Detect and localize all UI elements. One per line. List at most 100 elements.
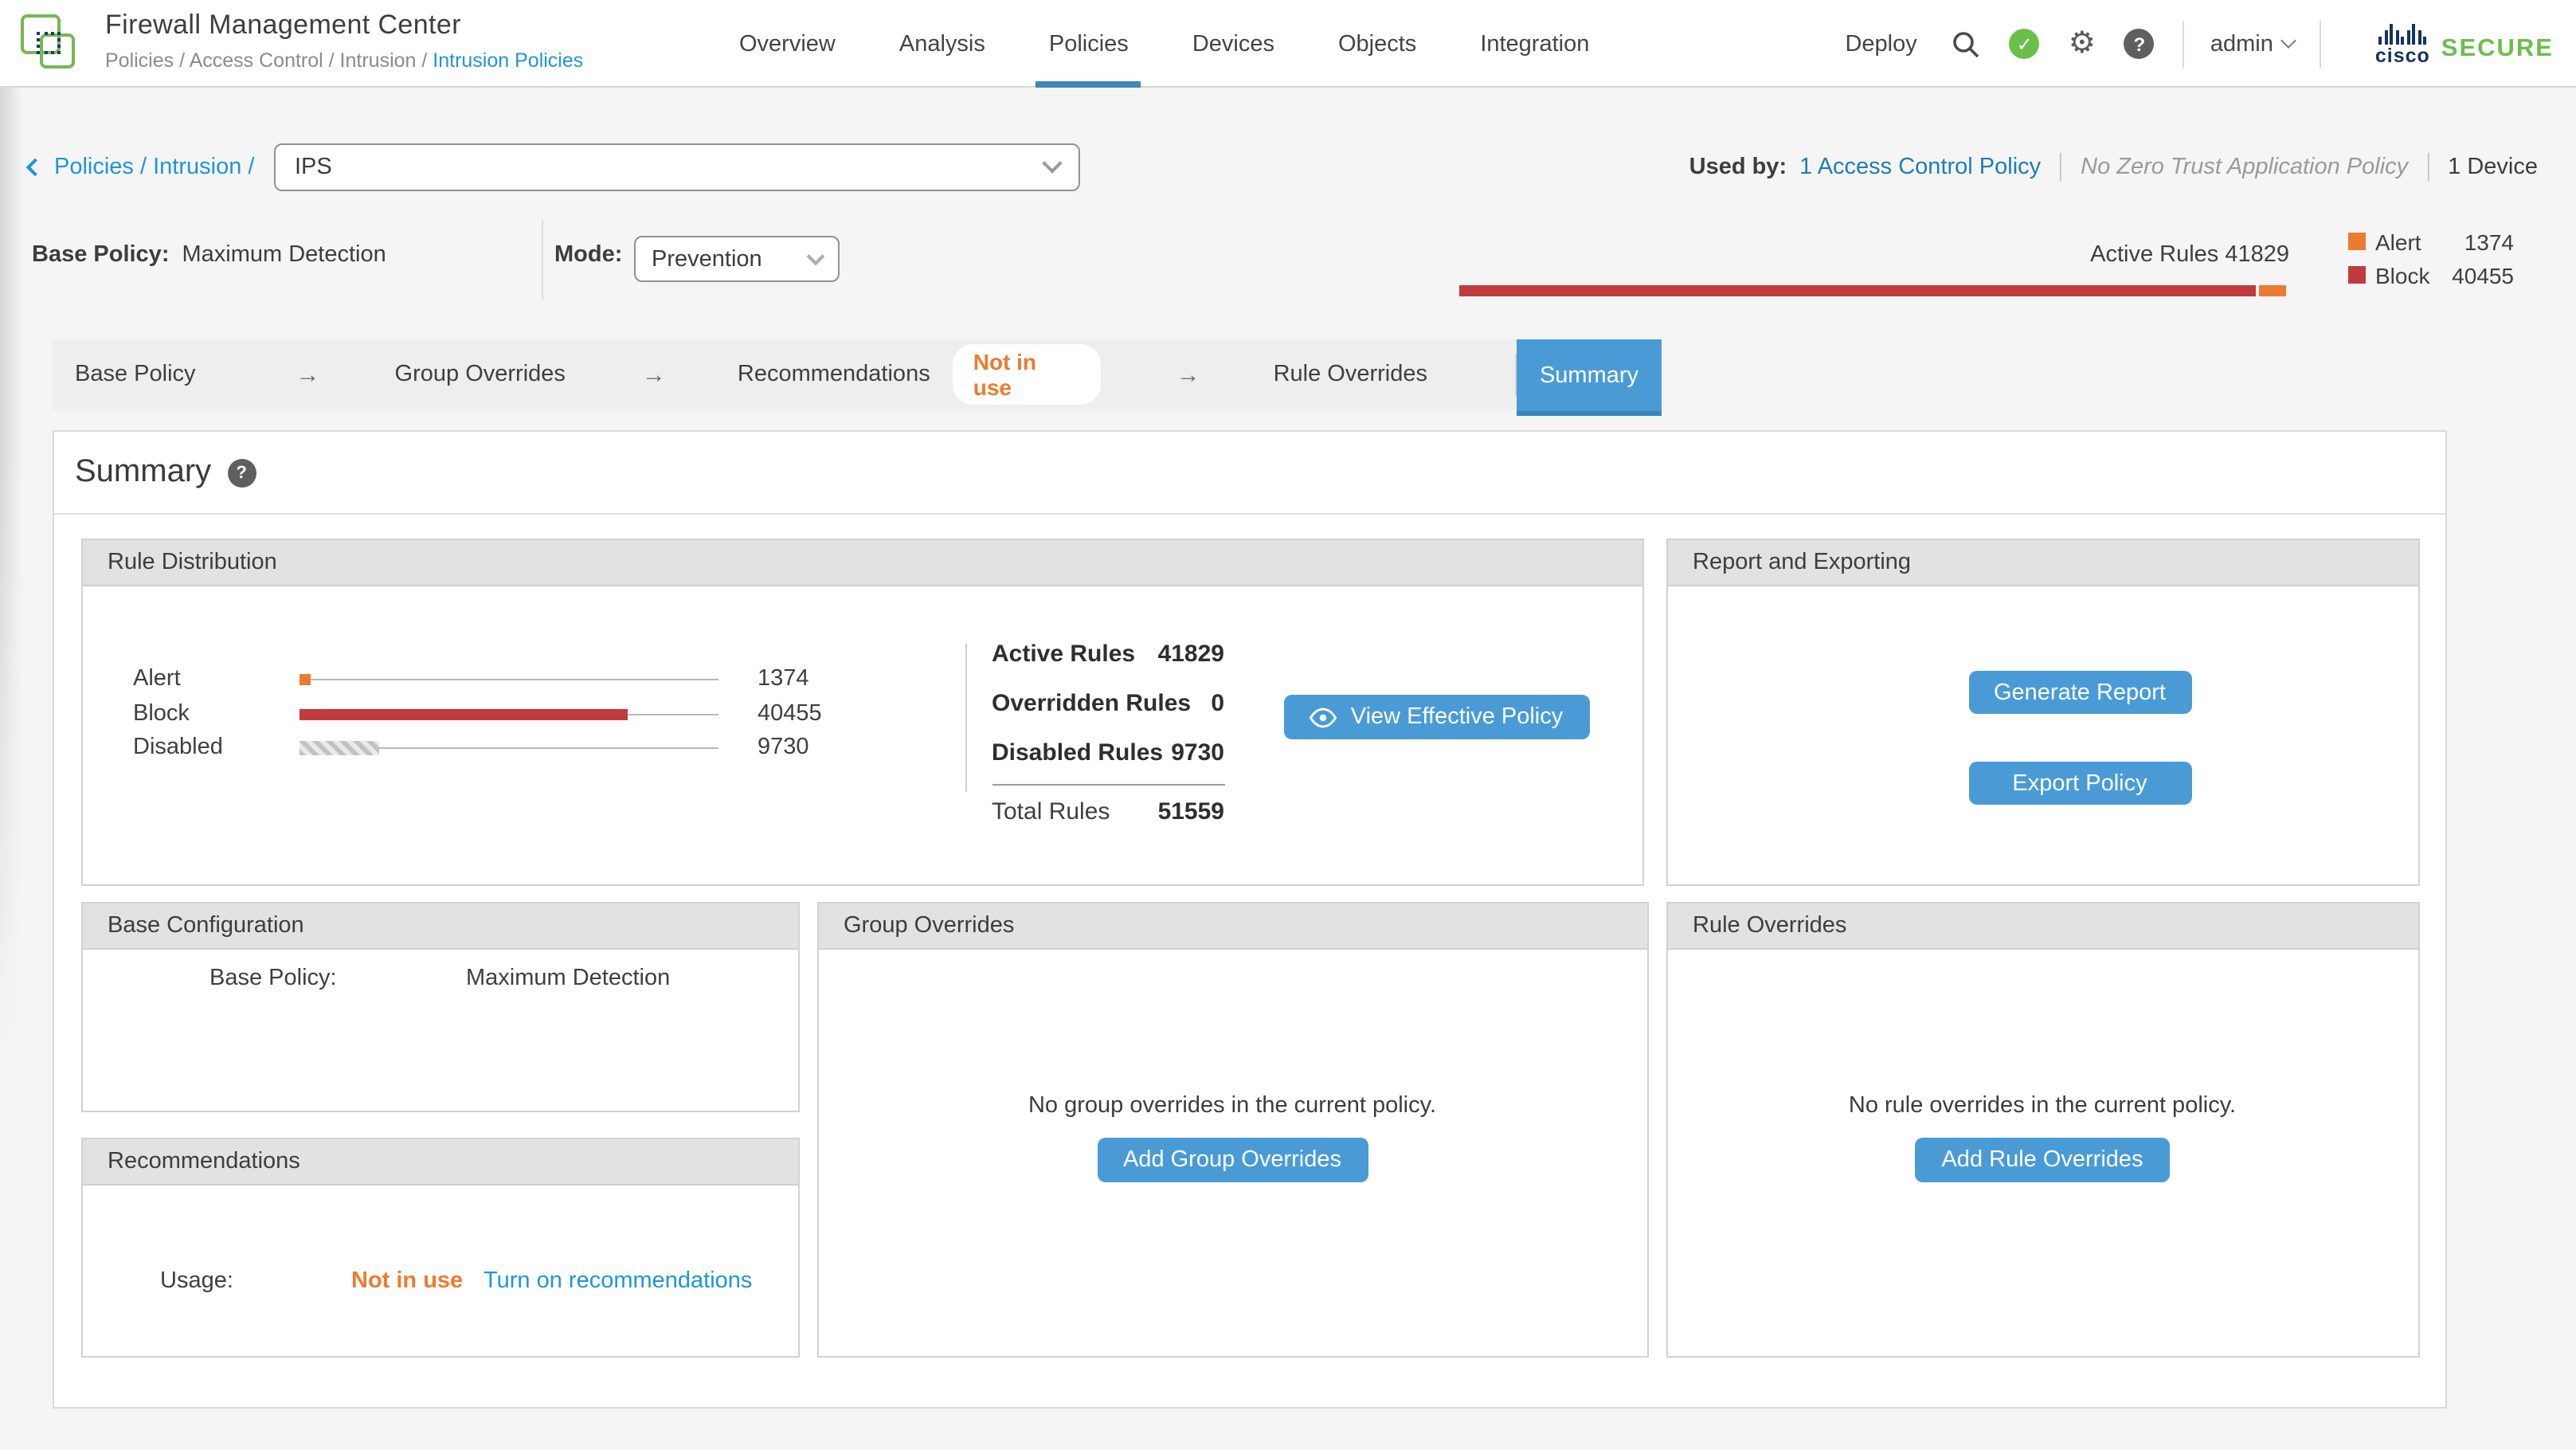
nav-objects[interactable]: Objects xyxy=(1337,31,1417,57)
divider xyxy=(2183,20,2185,68)
gear-icon[interactable]: ⚙ xyxy=(2068,27,2096,61)
group-overrides-body: No group overrides in the current policy… xyxy=(818,950,1646,1358)
rule-distribution-body: Alert 1374 Block 40455 Disabled 9730 xyxy=(82,586,1642,886)
breadcrumb-current[interactable]: Intrusion Policies xyxy=(433,49,584,72)
add-group-overrides-button[interactable]: Add Group Overrides xyxy=(1097,1138,1368,1182)
report-exporting-card: Report and Exporting Generate Report Exp… xyxy=(1666,539,2419,886)
nav-policies[interactable]: Policies xyxy=(1035,0,1141,88)
policy-selector-value: IPS xyxy=(295,155,332,180)
block-bar xyxy=(299,708,627,719)
nav-devices[interactable]: Devices xyxy=(1192,31,1274,57)
main-nav: Overview Analysis Policies Devices Objec… xyxy=(739,0,1589,88)
app-title-block: Firewall Management Center Policies / Ac… xyxy=(105,10,583,72)
view-effective-policy-button[interactable]: View Effective Policy xyxy=(1283,695,1589,739)
divider xyxy=(992,784,1224,786)
summary-page-title: Summary ? xyxy=(75,454,256,491)
base-policy-summary: Base Policy: Maximum Detection xyxy=(32,242,386,268)
nav-analysis[interactable]: Analysis xyxy=(898,31,985,57)
back-breadcrumb[interactable]: Policies / Intrusion / xyxy=(25,143,254,191)
stat-active-rules: Active Rules 41829 xyxy=(992,641,1224,668)
base-configuration-header: Base Configuration xyxy=(82,903,798,950)
generate-report-button[interactable]: Generate Report xyxy=(1968,671,2191,714)
used-by-summary: Used by: 1 Access Control Policy No Zero… xyxy=(1689,143,2538,191)
rule-overrides-card: Rule Overrides No rule overrides in the … xyxy=(1666,902,2419,1358)
step-rule-overrides[interactable]: Rule Overrides xyxy=(1273,362,1427,387)
group-overrides-empty-text: No group overrides in the current policy… xyxy=(1028,1093,1437,1119)
divider xyxy=(1515,354,1517,395)
active-rules-label: Active Rules 41829 xyxy=(2090,242,2289,268)
base-configuration-card: Base Configuration Base Policy: Maximum … xyxy=(80,902,800,1112)
rule-overrides-header: Rule Overrides xyxy=(1667,903,2417,950)
mode-value: Prevention xyxy=(652,246,762,272)
search-icon[interactable] xyxy=(1952,29,1981,58)
dist-row-block: Block 40455 xyxy=(133,700,822,726)
dist-row-alert: Alert 1374 xyxy=(133,666,809,692)
cisco-logo-icon: cisco xyxy=(2375,24,2430,66)
nav-integration[interactable]: Integration xyxy=(1480,31,1590,57)
top-header: Firewall Management Center Policies / Ac… xyxy=(0,0,2576,88)
turn-on-recommendations-link[interactable]: Turn on recommendations xyxy=(483,1268,753,1294)
stat-total-rules: Total Rules 51559 xyxy=(992,798,1224,825)
stat-disabled-rules: Disabled Rules 9730 xyxy=(992,739,1224,766)
arrow-icon: → xyxy=(641,361,666,388)
step-recommendations[interactable]: Recommendations xyxy=(737,362,930,387)
summary-help-icon[interactable]: ? xyxy=(227,458,256,487)
report-exporting-body: Generate Report Export Policy xyxy=(1667,586,2417,886)
add-rule-overrides-button[interactable]: Add Rule Overrides xyxy=(1915,1138,2170,1182)
chevron-down-icon xyxy=(1042,153,1063,174)
active-rules-stacked-bar xyxy=(1459,285,2286,296)
recommendations-card: Recommendations Usage: Not in use Turn o… xyxy=(80,1138,800,1358)
app-title: Firewall Management Center xyxy=(105,10,461,40)
block-swatch xyxy=(2348,266,2366,284)
group-overrides-card: Group Overrides No group overrides in th… xyxy=(816,902,1648,1358)
back-chevron-icon xyxy=(25,158,45,177)
tab-summary[interactable]: Summary xyxy=(1517,339,1662,416)
divider xyxy=(2060,153,2062,182)
arrow-icon: → xyxy=(296,361,320,388)
header-right-cluster: Deploy ✓ ⚙ ? admin cisco SECURE xyxy=(1845,0,2554,88)
alert-swatch xyxy=(2348,233,2366,250)
rules-legend: Alert 1374 Block 40455 xyxy=(2348,225,2514,292)
arrow-icon: → xyxy=(1176,361,1200,388)
dist-row-disabled: Disabled 9730 xyxy=(133,734,809,759)
rule-overrides-body: No rule overrides in the current policy.… xyxy=(1667,950,2417,1358)
eye-icon xyxy=(1309,707,1337,727)
base-policy-field-value: Maximum Detection xyxy=(466,966,671,991)
divider xyxy=(54,513,2445,515)
recommendations-header: Recommendations xyxy=(82,1139,798,1185)
usage-status: Not in use xyxy=(351,1268,464,1294)
access-control-policy-link[interactable]: 1 Access Control Policy xyxy=(1799,155,2042,180)
summary-panel: Summary ? Rule Distribution Alert 1374 B… xyxy=(53,430,2447,1409)
rule-overrides-empty-text: No rule overrides in the current policy. xyxy=(1848,1093,2237,1119)
help-icon[interactable]: ? xyxy=(2124,29,2155,59)
zero-trust-policy-text: No Zero Trust Application Policy xyxy=(2081,155,2409,180)
step-group-overrides[interactable]: Group Overrides xyxy=(394,362,566,387)
report-exporting-header: Report and Exporting xyxy=(1667,540,2417,586)
chevron-down-icon[interactable] xyxy=(2280,33,2296,49)
device-count-link[interactable]: 1 Device xyxy=(2448,155,2538,180)
health-status-icon[interactable]: ✓ xyxy=(2009,29,2040,59)
legend-block: Block 40455 xyxy=(2348,258,2514,292)
policy-selector-dropdown[interactable]: IPS xyxy=(274,143,1080,191)
fmc-logo-icon xyxy=(19,13,80,73)
base-policy-field-label: Base Policy: xyxy=(209,966,337,991)
deploy-button[interactable]: Deploy xyxy=(1845,31,1917,57)
usage-label: Usage: xyxy=(160,1268,233,1294)
cisco-secure-logo: cisco SECURE xyxy=(2375,24,2554,66)
divider xyxy=(2427,153,2429,182)
mode-label: Mode: xyxy=(554,242,623,268)
breadcrumb: Policies / Access Control / Intrusion / … xyxy=(105,49,584,72)
mode-select[interactable]: Prevention xyxy=(634,236,840,282)
nav-overview[interactable]: Overview xyxy=(739,31,836,57)
bar-track xyxy=(299,679,718,680)
stat-overridden-rules: Overridden Rules 0 xyxy=(992,690,1224,717)
recommendations-body: Usage: Not in use Turn on recommendation… xyxy=(82,1185,798,1358)
step-base-policy[interactable]: Base Policy xyxy=(75,362,196,387)
base-configuration-body: Base Policy: Maximum Detection xyxy=(82,950,798,1112)
base-policy-value: Maximum Detection xyxy=(182,242,386,268)
divider xyxy=(2319,20,2321,68)
rule-distribution-card: Rule Distribution Alert 1374 Block 40455… xyxy=(80,539,1643,886)
user-menu[interactable]: admin xyxy=(2210,31,2273,57)
policy-stepper: Base Policy → Group Overrides → Recommen… xyxy=(53,339,1517,410)
export-policy-button[interactable]: Export Policy xyxy=(1968,762,2191,805)
